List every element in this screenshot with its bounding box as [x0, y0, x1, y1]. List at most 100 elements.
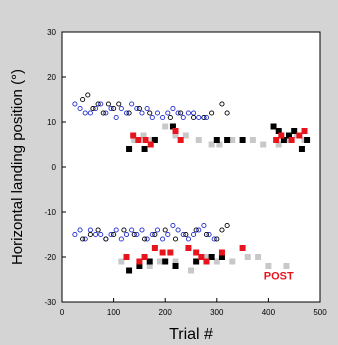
data-point-open-circle	[82, 110, 88, 116]
data-point-open-circle	[142, 236, 148, 242]
data-point-filled-square	[213, 258, 220, 265]
x-axis-ticks: 0 100 200 300 400 500	[60, 298, 327, 317]
data-point-open-circle	[144, 105, 150, 112]
data-point-open-circle	[224, 110, 230, 116]
data-point-filled-square	[193, 258, 200, 265]
data-point-filled-square	[159, 249, 166, 256]
data-point-open-circle	[139, 110, 145, 116]
data-point-filled-square	[239, 137, 246, 143]
data-point-open-circle	[105, 101, 111, 107]
data-point-open-circle	[152, 231, 158, 238]
data-point-open-circle	[80, 236, 86, 242]
data-point-filled-square	[203, 254, 210, 260]
data-point-filled-square	[146, 263, 153, 269]
data-point-filled-square	[288, 137, 295, 143]
data-point-open-circle	[160, 236, 166, 242]
data-point-open-circle	[191, 231, 197, 238]
data-point-open-circle	[196, 227, 202, 233]
y-tick-label: 20	[47, 73, 56, 82]
data-point-open-circle	[134, 105, 140, 112]
data-point-filled-square	[278, 132, 285, 139]
data-point-filled-square	[136, 263, 143, 269]
data-point-filled-square	[172, 258, 179, 265]
data-point-open-circle	[85, 92, 91, 98]
x-tick-label: 200	[159, 308, 173, 317]
data-point-open-circle	[178, 110, 184, 116]
data-point-filled-square	[172, 128, 179, 134]
data-point-filled-square	[130, 132, 137, 139]
data-point-filled-square	[218, 249, 225, 256]
data-point-open-circle	[214, 236, 220, 242]
data-point-open-circle	[162, 227, 168, 233]
data-point-open-circle	[154, 110, 161, 116]
data-point-filled-square	[283, 263, 290, 269]
data-point-open-circle	[183, 231, 189, 238]
data-point-filled-square	[157, 258, 164, 265]
data-point-open-circle	[77, 227, 83, 233]
data-point-filled-square	[265, 263, 272, 269]
data-point-filled-square	[169, 123, 176, 130]
data-point-filled-square	[151, 245, 158, 251]
data-point-open-circle	[149, 114, 155, 121]
data-point-open-circle	[149, 231, 155, 238]
data-point-filled-square	[193, 249, 200, 256]
data-point-filled-square	[208, 141, 215, 148]
data-point-filled-square	[229, 258, 236, 265]
data-point-open-circle	[193, 227, 199, 233]
data-point-open-circle	[123, 110, 130, 116]
data-point-filled-square	[280, 137, 287, 143]
data-point-filled-square	[140, 132, 147, 139]
data-point-filled-square	[126, 146, 133, 152]
y-tick-label: 10	[47, 118, 56, 127]
y-tick-label: 30	[47, 28, 56, 37]
data-point-filled-square	[249, 137, 256, 143]
data-point-filled-square	[185, 245, 192, 251]
data-point-open-circle	[201, 222, 207, 229]
data-point-open-circle	[209, 110, 215, 116]
y-axis-label: Horizontal landing position (°)	[9, 69, 26, 265]
data-point-open-circle	[98, 101, 104, 107]
data-point-open-circle	[154, 227, 161, 233]
data-point-filled-square	[208, 254, 215, 260]
data-point-filled-square	[296, 132, 303, 139]
data-point-filled-square	[151, 137, 158, 143]
data-point-open-circle	[111, 105, 117, 112]
data-point-open-circle	[113, 114, 119, 121]
data-point-filled-square	[177, 137, 184, 143]
data-point-open-circle	[123, 231, 130, 238]
data-point-filled-square	[273, 137, 280, 143]
data-point-open-circle	[129, 227, 135, 233]
data-point-open-circle	[165, 231, 171, 238]
data-point-open-circle	[98, 231, 104, 238]
data-point-open-circle	[167, 114, 173, 121]
y-tick-label: 0	[52, 163, 57, 172]
data-point-filled-square	[118, 258, 125, 265]
data-point-open-circle	[95, 101, 101, 107]
data-point-open-circle	[87, 110, 93, 116]
data-point-filled-square	[286, 132, 293, 139]
data-point-open-circle	[134, 231, 140, 238]
data-point-open-circle	[77, 105, 83, 112]
data-point-filled-square	[135, 137, 142, 143]
x-tick-label: 100	[107, 308, 121, 317]
data-point-filled-square	[275, 128, 282, 134]
data-point-open-circle	[92, 231, 99, 238]
data-point-filled-square	[188, 267, 194, 274]
data-point-filled-square	[216, 141, 223, 148]
data-point-open-circle	[203, 114, 210, 121]
data-point-open-circle	[118, 105, 124, 112]
data-point-open-circle	[170, 222, 176, 229]
data-point-open-circle	[185, 236, 191, 242]
data-point-open-circle	[147, 110, 153, 116]
data-point-open-circle	[139, 227, 145, 233]
data-point-filled-square	[213, 137, 220, 143]
data-point-filled-square	[203, 258, 210, 265]
data-point-open-circle	[185, 110, 191, 116]
data-point-open-circle	[191, 114, 197, 121]
data-point-filled-square	[136, 258, 143, 265]
data-point-filled-square	[141, 254, 148, 260]
data-point-filled-square	[244, 254, 251, 260]
data-point-filled-square	[131, 137, 138, 143]
data-point-filled-square	[301, 128, 308, 134]
x-tick-label: 400	[262, 308, 276, 317]
